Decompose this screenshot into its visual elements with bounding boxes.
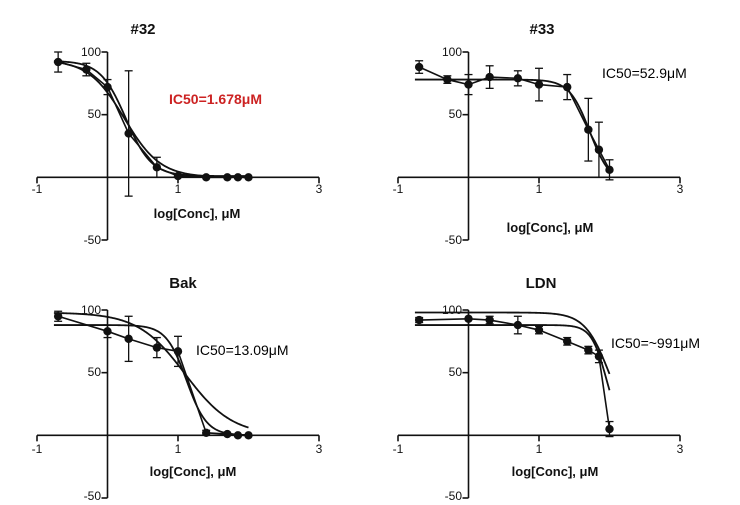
data-point [605,165,614,175]
data-point [443,75,452,84]
series-line [418,66,611,171]
y-tick-label: 50 [449,365,463,379]
data-point [173,171,183,181]
data-point [103,327,112,336]
x-tick-label: 1 [536,182,543,196]
x-tick-label: 3 [677,182,684,196]
x-tick-label: 1 [175,442,182,456]
data-point [82,65,91,74]
data-point [152,343,162,352]
chart-panel-bak: Bak IC50=13.09μM log[Conc], μM -1 1 3 -5… [32,275,323,503]
x-tick-label: 1 [175,182,182,196]
annotation-ic50: IC50=52.9μM [602,65,687,81]
data-point [223,429,232,439]
data-point [513,74,523,83]
data-point [485,315,494,325]
data-point [594,145,604,154]
annotation-ic50: IC50=1.678μM [169,91,262,107]
data-point [223,173,232,182]
panel-title: Bak [169,275,197,292]
fit-curve [414,78,611,172]
data-point [485,72,494,82]
panel-title: #32 [130,21,155,38]
y-tick-label: 50 [88,365,102,379]
y-tick-label: 100 [442,303,462,317]
data-point [594,352,604,361]
data-point [233,431,243,440]
data-point [414,315,424,325]
data-point [202,173,211,182]
fit-curve [414,311,611,375]
annotation-ic50: IC50=~991μM [611,335,700,351]
y-tick-label: 50 [88,107,102,121]
data-point [202,428,211,438]
data-point [513,320,523,330]
data-point [152,163,162,172]
y-tick-label: 100 [81,303,101,317]
x-tick-label: -1 [393,442,404,456]
fit-curve [414,324,611,391]
chart-panel-32: #32 IC50=1.678μM log[Conc], μM -1 1 3 -5… [32,21,323,247]
y-tick-label: 100 [81,45,101,59]
panel-marks [414,311,614,438]
data-point [605,424,614,434]
data-point [244,431,253,440]
data-point [534,80,544,89]
x-tick-label: 3 [677,442,684,456]
x-axis-label: log[Conc], μM [507,220,594,235]
data-point [103,82,112,92]
x-tick-label: 1 [536,442,543,456]
y-tick-label: -50 [84,233,102,247]
data-point [53,57,63,67]
x-axis-label: log[Conc], μM [512,464,599,479]
data-point [534,325,544,335]
chart-panel-ldn: LDN IC50=~991μM log[Conc], μM -1 1 3 -50… [393,275,700,503]
panel-marks [53,51,253,197]
x-tick-label: -1 [32,182,43,196]
y-tick-label: 100 [442,45,462,59]
panel-marks [53,310,253,440]
x-axis-label: log[Conc], μM [154,206,241,221]
x-tick-label: -1 [32,442,43,456]
data-point [584,125,593,134]
chart-panel-33: #33 IC50=52.9μM log[Conc], μM -1 1 3 -50… [393,21,687,247]
y-tick-label: -50 [84,489,102,503]
data-point [584,345,593,355]
panel-title: LDN [526,275,557,292]
data-point [563,82,572,92]
x-tick-label: 3 [316,182,323,196]
panel-title: #33 [529,21,554,38]
panel-marks [414,60,614,181]
data-point [124,129,133,138]
data-point [244,173,253,182]
data-point [173,347,183,356]
x-tick-label: 3 [316,442,323,456]
x-axis-label: log[Conc], μM [150,464,237,479]
fit-curve [53,312,249,429]
y-tick-label: -50 [445,489,463,503]
data-point [124,334,133,344]
series-line [57,61,249,179]
data-point [414,62,424,72]
y-tick-label: 50 [449,107,463,121]
data-point [563,337,572,346]
y-tick-label: -50 [445,233,463,247]
x-tick-label: -1 [393,182,404,196]
fit-curve [53,60,249,177]
data-point [53,312,63,321]
annotation-ic50: IC50=13.09μM [196,342,289,358]
data-point [464,80,473,89]
panel-axes [36,309,320,499]
data-point [233,173,243,182]
panel-axes [397,309,681,499]
data-point [464,314,473,323]
